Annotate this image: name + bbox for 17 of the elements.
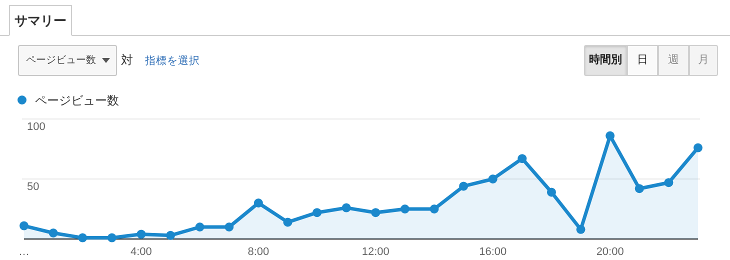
x-tick-label: …	[18, 246, 30, 258]
x-tick-label: 4:00	[130, 246, 152, 258]
text: 日	[627, 45, 658, 76]
x-tick-label: 8:00	[248, 246, 270, 258]
text: 週	[658, 45, 689, 76]
y-tick-label: 50	[27, 181, 40, 193]
text: 時間別	[584, 45, 627, 76]
legend-label: ページビュー数	[35, 94, 119, 108]
x-tick-label: 20:00	[596, 246, 624, 258]
x-tick-label: 12:00	[362, 246, 390, 258]
x-tick-label: 16:00	[479, 246, 507, 258]
y-tick-label: 100	[27, 121, 46, 133]
text: 指標を選択	[145, 54, 200, 68]
chart-title: サマリー	[9, 5, 72, 36]
text: ページビュー数	[18, 45, 117, 76]
text: 月	[689, 45, 718, 76]
text: 対	[121, 52, 133, 69]
